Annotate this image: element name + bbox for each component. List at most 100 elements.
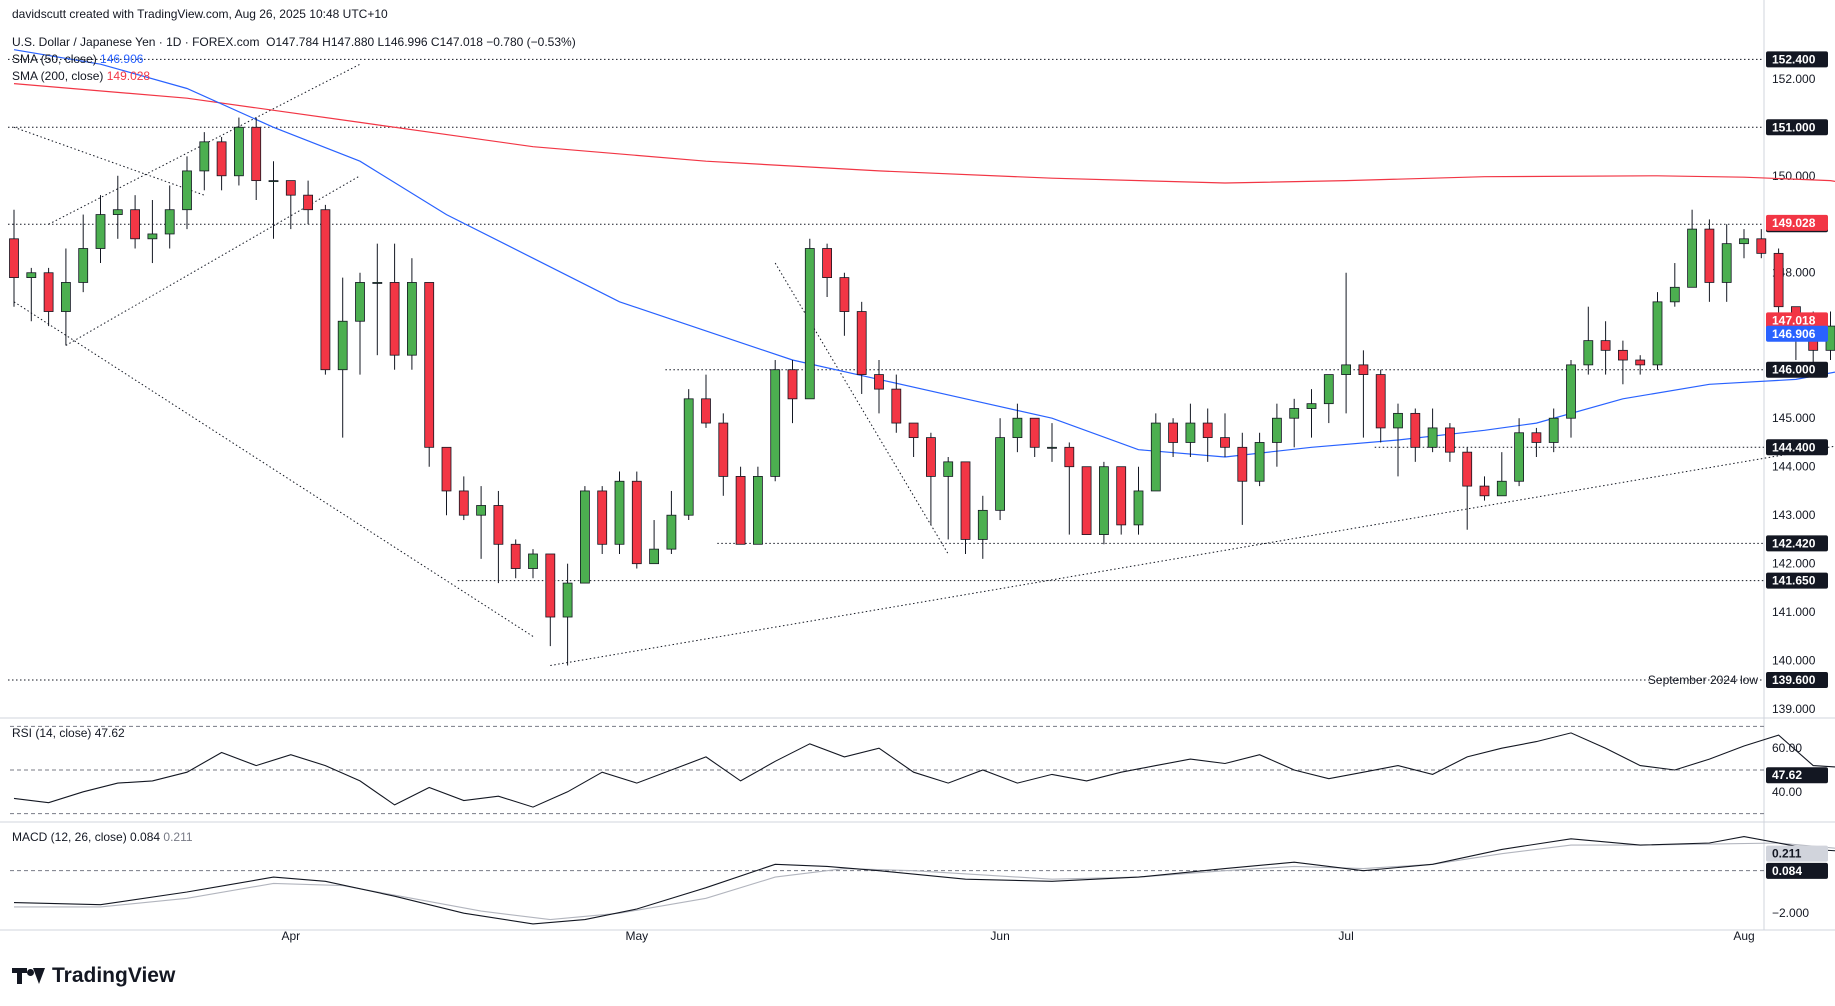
rsi-tick-label: 40.00	[1772, 785, 1802, 799]
candle-down	[839, 277, 850, 312]
candle-down	[735, 476, 746, 545]
level-badge	[1766, 672, 1828, 689]
candle-up	[164, 209, 175, 235]
tradingview-logo-icon	[12, 966, 46, 986]
macd-signal-badge-text: 0.211	[1772, 847, 1802, 861]
ohlc-values: O147.784 H147.880 L146.996 C147.018 −0.7…	[266, 35, 576, 49]
brand-name: TradingView	[52, 964, 176, 987]
price-tick-label: 139.000	[1772, 702, 1816, 716]
candle-down	[874, 374, 884, 390]
tradingview-brand[interactable]: TradingView	[12, 964, 175, 988]
candle-up	[268, 180, 279, 183]
candle-up	[406, 282, 417, 356]
candle-down	[1704, 228, 1715, 283]
level-badge	[1766, 119, 1828, 136]
candle-up	[614, 480, 625, 545]
candle-up	[1047, 446, 1057, 449]
sma50-value: 146.906	[100, 52, 144, 66]
level-badge-text: 152.400	[1772, 52, 1816, 66]
candle-down	[1756, 238, 1767, 254]
macd-signal-line	[14, 842, 1835, 921]
rsi-legend[interactable]: RSI (14, close) 47.62	[12, 726, 125, 740]
candle-up	[683, 398, 694, 516]
candle-down	[545, 553, 556, 618]
candle-down	[441, 446, 452, 492]
macd-value: 0.084	[130, 830, 161, 844]
price-tick-label: 141.000	[1772, 605, 1816, 619]
candle-up	[1669, 286, 1680, 303]
candle-up	[770, 369, 781, 477]
candle-down	[597, 490, 608, 545]
trendline	[13, 301, 534, 637]
author-line: davidscutt created with TradingView.com,…	[12, 7, 388, 21]
candle-up	[1323, 374, 1334, 405]
sma200-label: SMA (200, close)	[12, 69, 104, 83]
candle-up	[1583, 340, 1594, 366]
candle-down	[787, 369, 798, 400]
trendline	[13, 126, 205, 196]
price-tick-label: 144.000	[1772, 460, 1816, 474]
candle-up	[1548, 417, 1559, 443]
candle-up	[804, 248, 815, 400]
candle-up	[1652, 301, 1663, 366]
candle-down	[822, 248, 832, 278]
macd-label: MACD (12, 26, close)	[12, 830, 127, 844]
candle-down	[1237, 446, 1248, 482]
candle-up	[1133, 490, 1144, 526]
candle-up	[61, 282, 71, 312]
level-badge	[1766, 439, 1828, 456]
candle-up	[580, 490, 590, 584]
sma50-line	[13, 49, 1835, 458]
candle-down	[424, 282, 435, 448]
macd-tick-label: −2.000	[1772, 906, 1809, 920]
candle-up	[355, 282, 365, 322]
candle-down	[493, 505, 504, 545]
sma50-legend[interactable]: SMA (50, close) 146.906	[12, 52, 143, 66]
candle-up	[1306, 403, 1317, 409]
macd-line	[13, 836, 1835, 925]
time-axis-label: Jun	[990, 929, 1009, 943]
level-badge	[1766, 572, 1828, 589]
rsi-value: 47.62	[94, 726, 125, 740]
level-badge-text: 142.420	[1772, 536, 1816, 550]
candle-down	[701, 398, 711, 424]
candle-up	[1721, 243, 1732, 283]
price-badge	[1766, 214, 1828, 231]
price-tick-label: 140.000	[1772, 654, 1816, 668]
candle-up	[1289, 408, 1300, 419]
candle-up	[1099, 466, 1109, 535]
trendline	[774, 262, 949, 555]
candle-up	[1514, 432, 1524, 482]
candle-up	[1150, 422, 1161, 492]
sma200-legend[interactable]: SMA (200, close) 149.028	[12, 69, 150, 83]
candle-up	[649, 548, 659, 565]
candle-up	[199, 141, 210, 172]
candle-up	[1427, 427, 1438, 448]
candle-up	[1739, 238, 1749, 245]
candle-up	[78, 248, 89, 283]
rsi-badge	[1766, 767, 1828, 784]
macd-badge	[1766, 862, 1828, 879]
candle-down	[458, 490, 469, 516]
candle-down	[130, 209, 141, 240]
level-badge	[1766, 535, 1828, 552]
price-badge	[1766, 325, 1828, 342]
macd-legend[interactable]: MACD (12, 26, close) 0.084 0.211	[12, 830, 193, 844]
candle-down	[510, 543, 521, 569]
candle-down	[891, 388, 902, 424]
candle-down	[1358, 364, 1369, 375]
candle-down	[1202, 422, 1213, 439]
time-axis-label: Apr	[281, 929, 300, 943]
level-annotation: September 2024 low	[1648, 673, 1758, 687]
candle-up	[753, 476, 763, 545]
candle-down	[718, 422, 729, 477]
candle-up	[95, 214, 106, 249]
candle-up	[1272, 417, 1282, 443]
candle-up	[528, 553, 538, 569]
price-badge-text: 149.028	[1772, 216, 1816, 230]
price-tick-label: 150.000	[1772, 169, 1816, 183]
macd-signal-value: 0.211	[163, 830, 193, 844]
candle-down	[908, 422, 919, 439]
candle-up	[1341, 364, 1351, 375]
